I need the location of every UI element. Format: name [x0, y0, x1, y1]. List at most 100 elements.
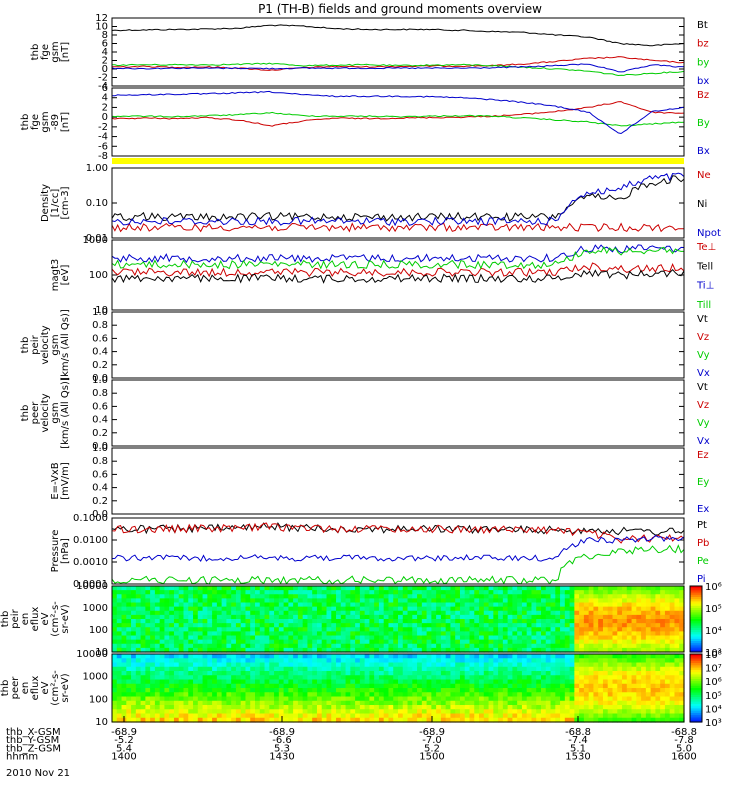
heatmap-cell: [479, 619, 485, 624]
heatmap-cell: [255, 705, 261, 710]
heatmap-cell: [512, 666, 518, 672]
heatmap-cell: [607, 662, 614, 668]
heatmap-cell: [202, 671, 208, 676]
heatmap-cell: [436, 692, 442, 698]
heatmap-cell: [388, 675, 394, 681]
panel-9-frame: [111, 585, 685, 653]
heatmap-cell: [116, 627, 123, 632]
heatmap-cell: [550, 619, 556, 624]
heatmap-cell: [464, 717, 471, 723]
panel-1-ytick: -2: [98, 73, 108, 84]
heatmap-cell: [240, 602, 247, 608]
heatmap-cell: [116, 619, 123, 624]
heatmap-cell: [545, 692, 552, 698]
heatmap-cell: [607, 683, 614, 689]
heatmap-cell: [517, 679, 523, 685]
heatmap-cell: [674, 635, 680, 641]
heatmap-cell: [545, 688, 552, 693]
heatmap-cell: [555, 717, 561, 723]
heatmap-cell: [336, 688, 342, 693]
panel-8-ytick: 0.0001: [73, 579, 108, 590]
heatmap-cell: [541, 717, 547, 723]
heatmap-cell: [350, 639, 356, 645]
heatmap-cell: [336, 709, 342, 715]
heatmap-cell: [297, 631, 304, 637]
heatmap-cell: [302, 700, 309, 706]
heatmap-cell: [412, 610, 418, 616]
heatmap-cell: [402, 623, 409, 628]
heatmap-cell: [393, 717, 399, 723]
heatmap-cell: [431, 598, 437, 604]
heatmap-cell: [264, 679, 270, 685]
heatmap-cell: [517, 610, 523, 616]
heatmap-cell: [202, 696, 208, 702]
heatmap-cell: [355, 586, 361, 591]
heatmap-cell: [626, 635, 633, 641]
heatmap-cell: [154, 635, 161, 641]
heatmap-cell: [197, 643, 204, 649]
heatmap-cell: [550, 688, 556, 693]
heatmap-cell: [588, 692, 595, 698]
heatmap-cell: [541, 658, 547, 664]
heatmap-cell: [502, 598, 509, 604]
heatmap-cell: [502, 647, 509, 653]
heatmap-cell: [302, 598, 309, 604]
heatmap-cell: [388, 627, 394, 632]
heatmap-cell: [316, 675, 323, 681]
heatmap-cell: [655, 700, 661, 706]
heatmap-cell: [645, 598, 652, 604]
heatmap-cell: [402, 696, 409, 702]
heatmap-cell: [231, 662, 237, 668]
heatmap-cell: [145, 713, 151, 719]
heatmap-cell: [245, 709, 251, 715]
heatmap-cell: [555, 606, 561, 612]
heatmap-cell: [221, 658, 227, 664]
heatmap-cell: [288, 594, 294, 599]
heatmap-cell: [336, 594, 342, 599]
heatmap-cell: [450, 594, 456, 599]
heatmap-cell: [135, 696, 142, 702]
heatmap-cell: [541, 647, 547, 653]
heatmap-cell: [550, 717, 556, 723]
heatmap-cell: [112, 619, 118, 624]
heatmap-cell: [216, 606, 223, 612]
heatmap-cell: [178, 602, 185, 608]
heatmap-cell: [502, 705, 509, 710]
heatmap-cell: [145, 717, 151, 723]
heatmap-cell: [383, 643, 390, 649]
heatmap-cell: [555, 671, 561, 676]
heatmap-cell: [536, 688, 542, 693]
heatmap-cell: [598, 717, 604, 723]
heatmap-cell: [193, 688, 199, 693]
heatmap-cell: [135, 717, 142, 723]
heatmap-cell: [193, 623, 199, 628]
heatmap-cell: [393, 696, 399, 702]
heatmap-cell: [626, 688, 633, 693]
heatmap-cell: [374, 662, 380, 668]
heatmap-cell: [245, 700, 251, 706]
heatmap-cell: [483, 610, 490, 616]
heatmap-cell: [350, 602, 356, 608]
heatmap-cell: [655, 683, 661, 689]
heatmap-cell: [583, 639, 590, 645]
heatmap-cell: [112, 614, 118, 620]
heatmap-cell: [636, 606, 642, 612]
heatmap-cell: [297, 594, 304, 599]
heatmap-cell: [316, 602, 323, 608]
heatmap-cell: [464, 647, 471, 653]
heatmap-cell: [378, 700, 385, 706]
heatmap-cell: [169, 671, 175, 676]
heatmap-cell: [274, 666, 280, 672]
heatmap-cell: [345, 696, 351, 702]
heatmap-cell: [321, 658, 328, 664]
heatmap-cell: [150, 614, 156, 620]
heatmap-cell: [507, 658, 513, 664]
heatmap-cell: [250, 705, 256, 710]
heatmap-cell: [145, 623, 151, 628]
heatmap-cell: [183, 688, 189, 693]
heatmap-cell: [650, 635, 656, 641]
heatmap-cell: [631, 675, 637, 681]
heatmap-cell: [250, 662, 256, 668]
heatmap-cell: [483, 623, 490, 628]
heatmap-cell: [245, 717, 251, 723]
